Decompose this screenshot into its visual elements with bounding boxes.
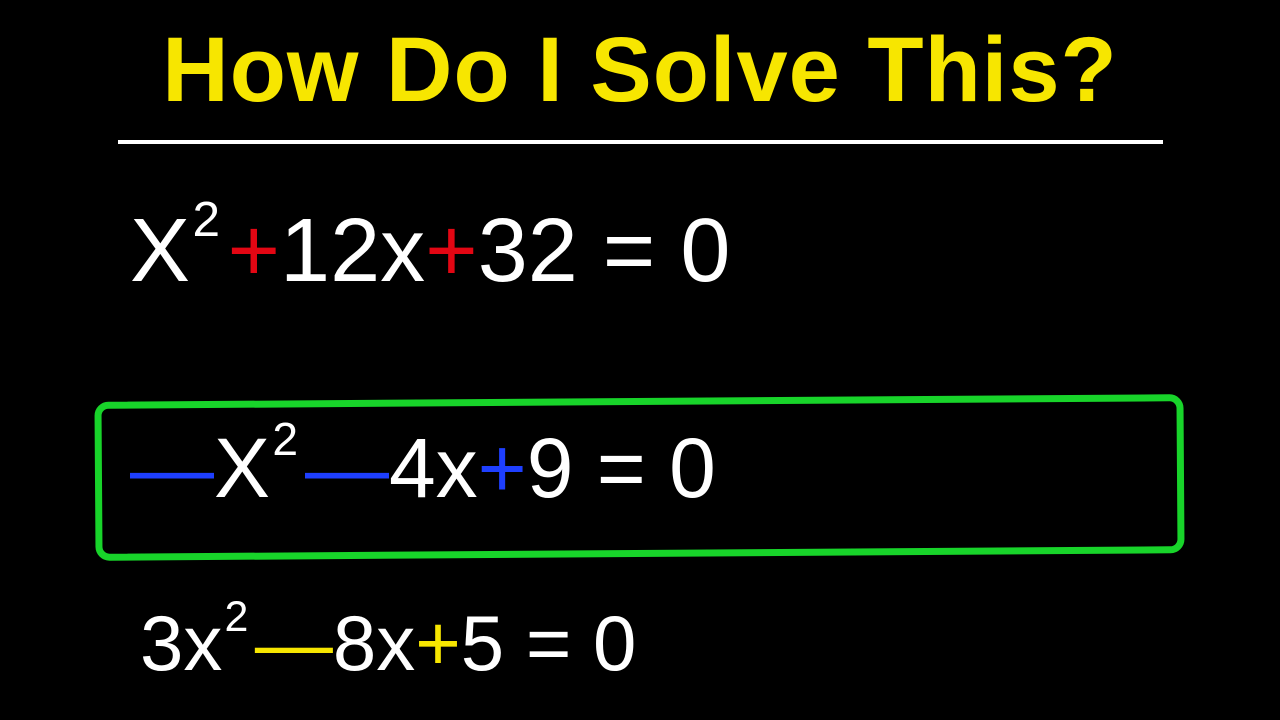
exponent: 2 bbox=[272, 412, 298, 466]
eq-term: 9 = 0 bbox=[527, 420, 716, 517]
eq-term: X bbox=[130, 200, 190, 303]
eq-term: — bbox=[305, 420, 389, 517]
eq-term: 8x bbox=[333, 598, 415, 689]
equation-2: — X2 — 4x + 9 = 0 bbox=[130, 420, 716, 517]
eq-term: — bbox=[255, 598, 333, 689]
equation-3: 3x2 — 8x + 5 = 0 bbox=[140, 598, 636, 689]
eq-term: — bbox=[130, 420, 214, 517]
title-underline bbox=[118, 140, 1163, 144]
eq-term: + bbox=[415, 598, 461, 689]
whiteboard-stage: How Do I Solve This? X2 + 12x + 32 = 0 —… bbox=[0, 0, 1280, 720]
eq-term: + bbox=[478, 420, 527, 517]
eq-term: 3x bbox=[140, 598, 222, 689]
eq-term: 5 = 0 bbox=[461, 598, 637, 689]
exponent: 2 bbox=[225, 593, 249, 642]
equation-1: X2 + 12x + 32 = 0 bbox=[130, 200, 730, 303]
eq-term: x bbox=[380, 200, 425, 303]
eq-term: + bbox=[227, 200, 280, 303]
eq-term: 12 bbox=[280, 200, 380, 303]
eq-term: 4x bbox=[389, 420, 478, 517]
eq-term: X bbox=[214, 420, 270, 517]
exponent: 2 bbox=[193, 191, 221, 248]
eq-term: + bbox=[425, 200, 478, 303]
page-title: How Do I Solve This? bbox=[0, 18, 1280, 123]
eq-term: 32 = 0 bbox=[478, 200, 731, 303]
